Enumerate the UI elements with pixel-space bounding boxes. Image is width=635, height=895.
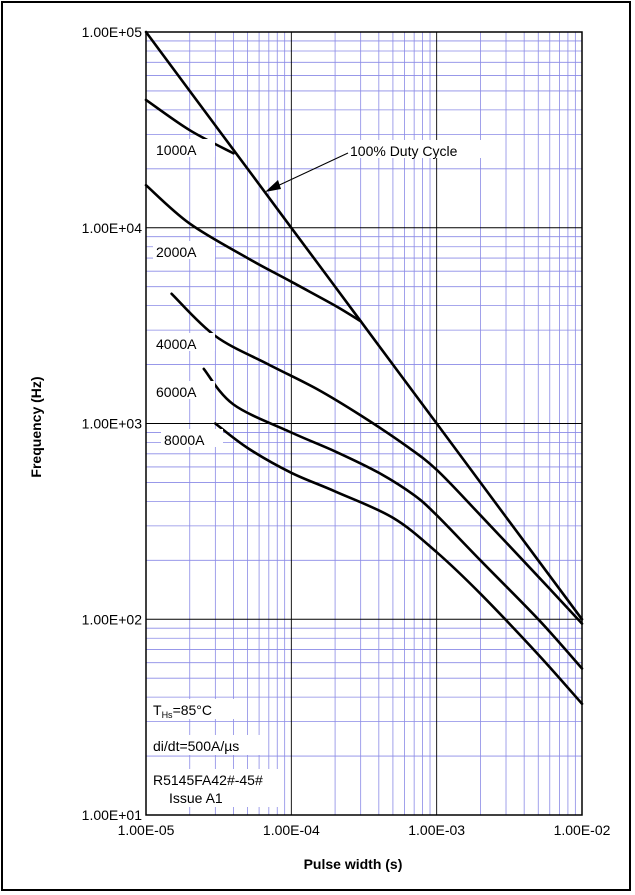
label-bg: [153, 381, 215, 399]
series-label-4000A: 4000A: [156, 336, 197, 352]
part-number-note: R5145FA42#-45#: [153, 772, 263, 788]
duty-cycle-arrow: [272, 152, 349, 189]
chart: 1.00E-05 1.00E-04 1.00E-03 1.00E-02 1.00E+05…: [28, 24, 611, 872]
y-tick-label: 1.00E+05: [82, 24, 143, 40]
series-line-1000a: [144, 98, 235, 155]
series-label-1000A: 1000A: [156, 142, 197, 158]
tick-labels: 1.00E-05 1.00E-04 1.00E-03 1.00E-02 1.00E+05…: [82, 24, 611, 838]
series-line-2000a: [144, 183, 362, 323]
label-bg: [161, 429, 223, 447]
x-tick-label: 1.00E-02: [554, 822, 611, 838]
curves: [144, 30, 584, 706]
label-bg: [153, 139, 215, 157]
didt-note: di/dt=500A/µs: [153, 738, 239, 754]
series-label-6000A: 6000A: [156, 384, 197, 400]
label-bg: [345, 140, 493, 158]
label-bg: [149, 735, 261, 755]
series-label-8000A: 8000A: [164, 432, 205, 448]
y-axis-label: Frequency (Hz): [28, 376, 44, 477]
y-tick-label: 1.00E+03: [82, 416, 143, 432]
arrow-head-icon: [265, 180, 281, 192]
x-tick-label: 1.00E-04: [263, 822, 320, 838]
x-tick-label: 1.00E-05: [118, 822, 175, 838]
series-line-8000a: [214, 422, 584, 706]
duty-cycle-annotation: 100% Duty Cycle: [350, 143, 458, 159]
series-label-2000A: 2000A: [156, 244, 197, 260]
issue-note: Issue A1: [169, 790, 223, 806]
series-line-6000a: [202, 367, 584, 670]
label-bg: [153, 333, 215, 351]
label-bg: [153, 241, 215, 259]
label-bg: [149, 699, 243, 719]
x-tick-label: 1.00E-03: [408, 822, 465, 838]
series-line-4000a: [170, 292, 584, 625]
series-line-100-duty-cycle: [144, 30, 584, 621]
label-bg: [149, 769, 279, 807]
x-axis-label: Pulse width (s): [304, 856, 403, 872]
y-tick-label: 1.00E+01: [82, 807, 143, 823]
y-tick-label: 1.00E+02: [82, 611, 143, 627]
y-tick-label: 1.00E+04: [82, 220, 143, 236]
plot-area-border: [145, 31, 583, 816]
temperature-note: THs=85°C: [153, 702, 212, 720]
